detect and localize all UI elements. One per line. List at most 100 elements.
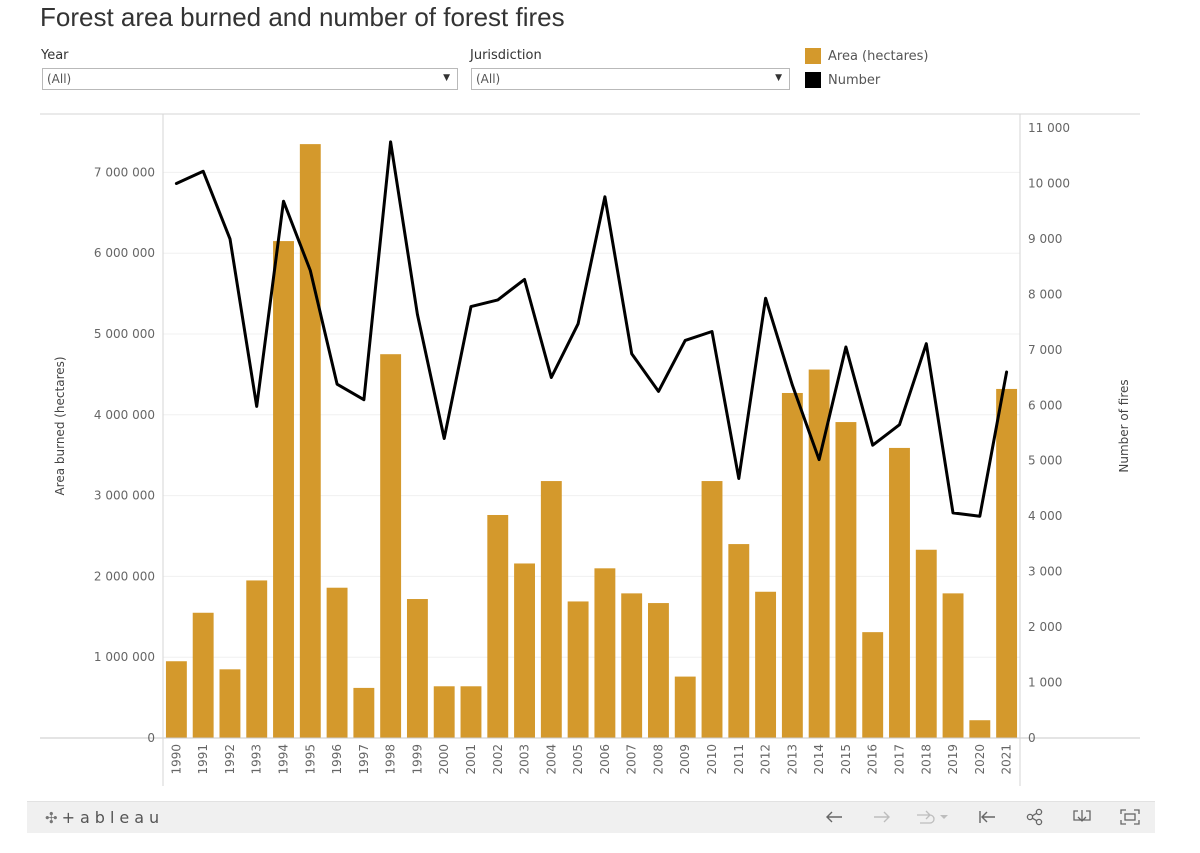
y-tick-label: 6 000 000 bbox=[94, 246, 155, 260]
x-tick-label: 2009 bbox=[678, 744, 692, 775]
y2-tick-label: 3 000 bbox=[1028, 565, 1062, 579]
y-axis-title: Area burned (hectares) bbox=[53, 356, 67, 495]
y-tick-label: 3 000 000 bbox=[94, 489, 155, 503]
legend-swatch-area bbox=[805, 48, 821, 64]
y2-tick-label: 7 000 bbox=[1028, 343, 1062, 357]
legend-item-number[interactable]: Number bbox=[805, 72, 880, 88]
bar bbox=[835, 422, 857, 738]
x-tick-label: 1997 bbox=[357, 744, 371, 775]
bar bbox=[299, 144, 321, 738]
x-tick-label: 1994 bbox=[277, 744, 291, 775]
revert-all-icon bbox=[979, 811, 995, 823]
redo-button[interactable] bbox=[869, 806, 895, 828]
bar bbox=[755, 591, 777, 738]
chevron-down-icon: ▼ bbox=[443, 73, 450, 83]
number-series-line bbox=[174, 140, 1009, 518]
x-tick-label: 2002 bbox=[491, 744, 505, 775]
revert-icon bbox=[917, 810, 948, 824]
x-tick-label: 2005 bbox=[571, 744, 585, 775]
page-title: Forest area burned and number of forest … bbox=[40, 2, 565, 32]
bar bbox=[326, 587, 348, 738]
x-tick-label: 2015 bbox=[839, 744, 853, 775]
y2-tick-label: 5 000 bbox=[1028, 454, 1062, 468]
y2-tick-label: 0 bbox=[1028, 731, 1036, 745]
x-tick-label: 2000 bbox=[437, 744, 451, 775]
bar bbox=[380, 354, 402, 738]
download-button[interactable] bbox=[1069, 806, 1095, 828]
bar bbox=[996, 388, 1018, 738]
y-tick-label: 7 000 000 bbox=[94, 165, 155, 179]
undo-icon bbox=[826, 811, 842, 823]
bar bbox=[540, 481, 562, 738]
x-tick-label: 2020 bbox=[973, 744, 987, 775]
legend-item-area[interactable]: Area (hectares) bbox=[805, 48, 928, 64]
x-tick-label: 2008 bbox=[651, 744, 665, 775]
y2-tick-label: 11 000 bbox=[1028, 121, 1070, 135]
bar bbox=[433, 686, 455, 738]
bar bbox=[487, 514, 509, 738]
tableau-logo-icon: ✣ bbox=[45, 808, 58, 827]
tableau-toolbar: ✣ +ableau bbox=[27, 801, 1155, 833]
bar bbox=[942, 593, 964, 738]
x-tick-label: 2014 bbox=[812, 744, 826, 775]
share-icon bbox=[1026, 808, 1043, 826]
undo-button[interactable] bbox=[821, 806, 847, 828]
x-tick-label: 2012 bbox=[759, 744, 773, 775]
y2-tick-label: 6 000 bbox=[1028, 398, 1062, 412]
y-tick-label: 1 000 000 bbox=[94, 650, 155, 664]
x-tick-label: 2021 bbox=[1000, 744, 1014, 775]
bar bbox=[701, 481, 723, 738]
share-button[interactable] bbox=[1022, 806, 1048, 828]
x-tick-label: 2016 bbox=[866, 744, 880, 775]
x-tick-label: 1998 bbox=[384, 744, 398, 775]
tableau-brand[interactable]: ✣ +ableau bbox=[45, 808, 164, 827]
bar bbox=[889, 447, 910, 738]
x-tick-label: 2007 bbox=[625, 744, 639, 775]
bar bbox=[514, 563, 535, 738]
download-icon bbox=[1073, 810, 1091, 822]
y2-tick-label: 4 000 bbox=[1028, 509, 1062, 523]
y2-tick-label: 10 000 bbox=[1028, 176, 1070, 190]
bar bbox=[781, 392, 803, 738]
year-filter-select[interactable]: (All) ▼ bbox=[42, 68, 458, 90]
revert-button[interactable] bbox=[912, 806, 952, 828]
y2-tick-label: 1 000 bbox=[1028, 676, 1062, 690]
bar bbox=[219, 669, 241, 738]
bar bbox=[594, 568, 616, 738]
bar bbox=[567, 601, 589, 738]
x-tick-label: 2017 bbox=[892, 744, 906, 775]
bar bbox=[246, 580, 268, 738]
fullscreen-button[interactable] bbox=[1117, 806, 1143, 828]
jurisdiction-filter-select[interactable]: (All) ▼ bbox=[471, 68, 790, 90]
bar bbox=[406, 599, 428, 738]
x-tick-label: 2001 bbox=[464, 744, 478, 775]
jurisdiction-filter-label: Jurisdiction bbox=[470, 48, 542, 63]
bar bbox=[165, 661, 187, 738]
y-tick-label: 0 bbox=[147, 731, 155, 745]
y-tick-label: 4 000 000 bbox=[94, 408, 155, 422]
bar bbox=[621, 593, 643, 738]
revert-all-button[interactable] bbox=[974, 806, 1000, 828]
x-tick-label: 2004 bbox=[544, 744, 558, 775]
y-tick-label: 5 000 000 bbox=[94, 327, 155, 341]
bar bbox=[728, 544, 750, 738]
bar bbox=[460, 686, 482, 738]
x-tick-label: 1999 bbox=[410, 744, 424, 775]
bar bbox=[648, 603, 669, 738]
x-tick-label: 2010 bbox=[705, 744, 719, 775]
x-tick-label: 2003 bbox=[518, 744, 532, 775]
chevron-down-icon: ▼ bbox=[775, 73, 782, 83]
x-tick-label: 2019 bbox=[946, 744, 960, 775]
bar bbox=[862, 632, 884, 738]
x-tick-label: 1991 bbox=[196, 744, 210, 775]
x-tick-label: 1993 bbox=[250, 744, 264, 775]
x-tick-label: 2018 bbox=[919, 744, 933, 775]
x-tick-label: 2006 bbox=[598, 744, 612, 775]
bar bbox=[808, 369, 830, 738]
forest-fires-chart: 0 1 000 000 2 000 000 3 000 000 4 000 000 5 0… bbox=[40, 113, 1140, 786]
fullscreen-icon bbox=[1120, 809, 1140, 825]
bar bbox=[969, 720, 991, 738]
y2-axis-title: Number of fires bbox=[1117, 379, 1131, 472]
x-tick-label: 2011 bbox=[732, 744, 746, 775]
x-tick-label: 1995 bbox=[303, 744, 317, 775]
